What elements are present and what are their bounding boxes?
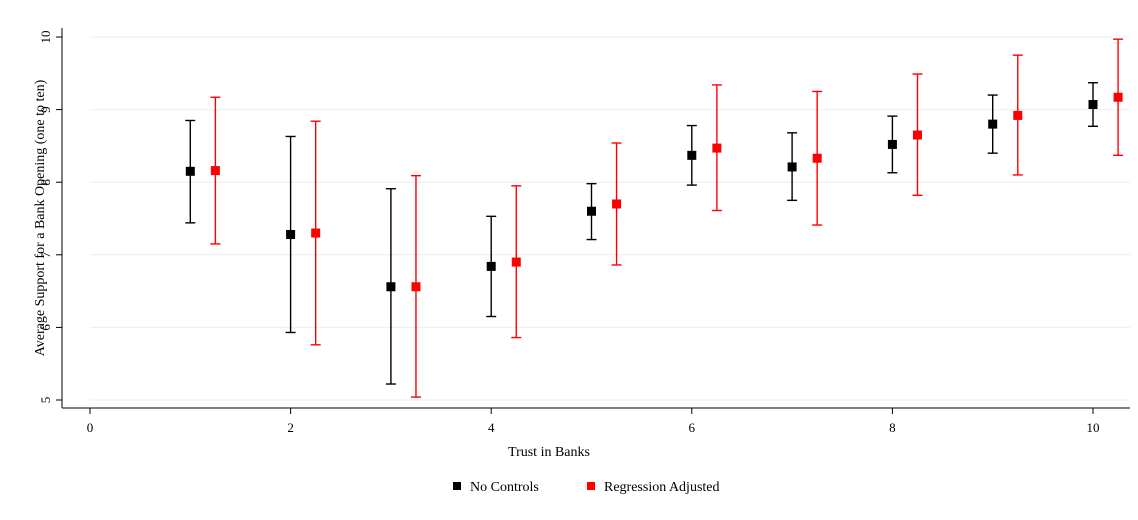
- x-tick-label: 0: [87, 420, 94, 435]
- data-point: [1013, 110, 1023, 120]
- y-axis-title: Average Support for a Bank Opening (one …: [33, 79, 48, 356]
- data-point: [286, 229, 296, 239]
- y-tick-label: 8: [38, 179, 53, 186]
- legend-label-no-controls: No Controls: [470, 480, 539, 495]
- legend-swatch-regression-adjusted: [587, 482, 595, 490]
- x-axis-title: Trust in Banks: [508, 445, 590, 460]
- x-tick-label: 8: [889, 420, 896, 435]
- legend: No Controls Regression Adjusted: [453, 480, 720, 495]
- data-point: [386, 282, 396, 292]
- data-point: [1088, 100, 1098, 110]
- data-point: [612, 199, 622, 209]
- data-point: [511, 257, 521, 267]
- data-point: [210, 166, 220, 176]
- series-no-controls: [185, 82, 1098, 385]
- data-point: [185, 166, 195, 176]
- x-tick-label: 6: [689, 420, 696, 435]
- y-tick-label: 7: [38, 251, 53, 258]
- legend-label-regression-adjusted: Regression Adjusted: [604, 480, 720, 495]
- data-point: [712, 143, 722, 153]
- data-point: [812, 153, 822, 163]
- data-point: [311, 228, 321, 238]
- y-tick-label: 5: [38, 397, 53, 404]
- tick-labels: 5 6 7 8 9 10 0 2 4 6 8 10: [38, 31, 1100, 436]
- data-point: [912, 130, 922, 140]
- data-point: [411, 282, 421, 292]
- y-tick-label: 9: [38, 106, 53, 113]
- data-point: [1113, 92, 1123, 102]
- data-point: [887, 139, 897, 149]
- y-tick-label: 6: [38, 324, 53, 331]
- data-point: [486, 261, 496, 271]
- data-point: [787, 162, 797, 172]
- grid-lines: [90, 36, 1130, 401]
- x-tick-label: 10: [1087, 420, 1100, 435]
- series-marks: [185, 38, 1124, 398]
- series-regression-adjusted: [210, 38, 1124, 398]
- data-point: [687, 150, 697, 160]
- data-point: [587, 206, 596, 216]
- x-tick-label: 4: [488, 420, 495, 435]
- y-tick-label: 10: [38, 31, 53, 44]
- axes: [56, 28, 1130, 414]
- data-point: [988, 119, 998, 129]
- legend-swatch-no-controls: [453, 482, 461, 490]
- x-tick-label: 2: [287, 420, 294, 435]
